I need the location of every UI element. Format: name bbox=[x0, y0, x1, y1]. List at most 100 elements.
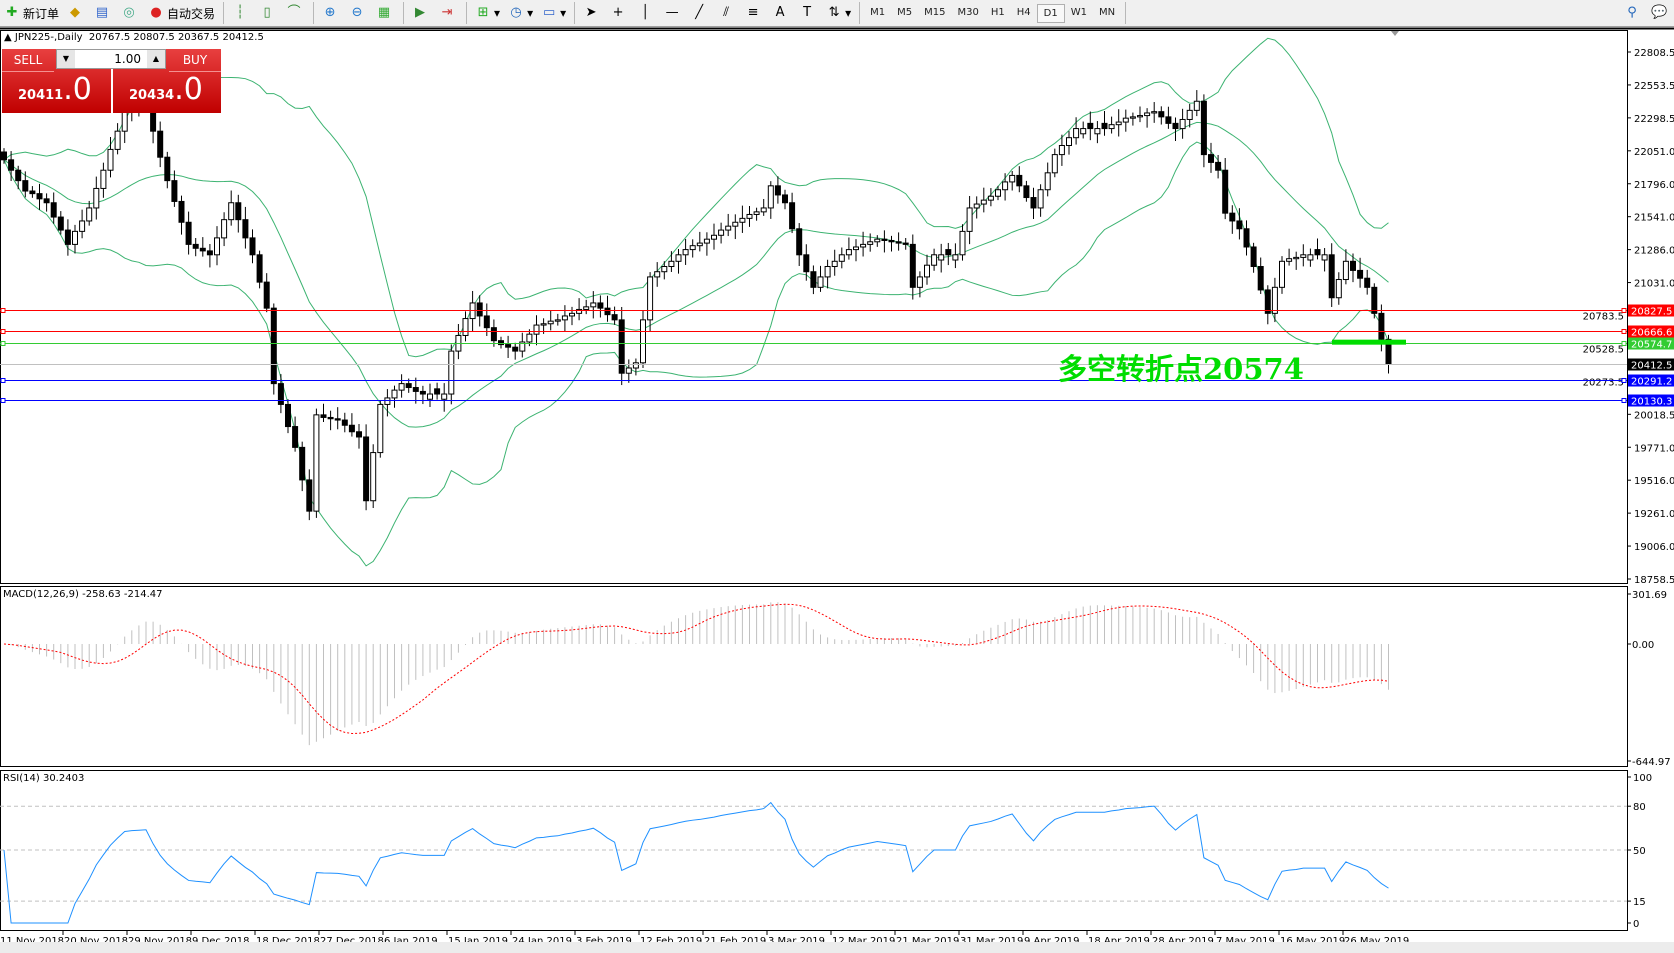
horizontal-line-button[interactable]: — bbox=[660, 1, 687, 25]
lot-increase-button[interactable]: ▲ bbox=[147, 50, 165, 68]
candle-bear bbox=[242, 219, 249, 239]
level-price-badge bbox=[1628, 374, 1674, 387]
candle-bear bbox=[334, 418, 341, 421]
sell-button[interactable]: SELL bbox=[2, 49, 54, 72]
timeframe-w1[interactable]: W1 bbox=[1070, 6, 1087, 18]
periods-button[interactable]: ◷ ▾ bbox=[504, 1, 537, 25]
candle-bull bbox=[370, 452, 377, 502]
timeframe-m5[interactable]: M5 bbox=[897, 6, 913, 18]
candle-bull bbox=[1279, 260, 1285, 288]
new-order-button[interactable]: ✚ 新订单 bbox=[0, 1, 63, 25]
macd-signal-line bbox=[3, 603, 1389, 735]
candle-bull bbox=[72, 230, 78, 245]
price-tick-label: 21541.0 bbox=[1634, 213, 1674, 224]
cursor-button[interactable]: ➤ bbox=[579, 1, 606, 25]
sell-price[interactable]: 20411.0 bbox=[18, 72, 92, 107]
navigator-button[interactable]: ▤ bbox=[90, 1, 117, 25]
candle-bear bbox=[1357, 269, 1364, 279]
market-watch-button[interactable]: ◆ bbox=[63, 1, 90, 25]
date-label: 29 Nov 2018 bbox=[128, 936, 192, 947]
main-pane[interactable] bbox=[0, 30, 1628, 584]
level-handle-left[interactable] bbox=[0, 308, 6, 313]
timeframe-m1[interactable]: M1 bbox=[870, 6, 886, 18]
horizontal-line-icon: — bbox=[665, 5, 679, 20]
lot-size-value[interactable]: 1.00 bbox=[114, 52, 141, 66]
candle-bull bbox=[1037, 189, 1044, 209]
cursor-icon: ➤ bbox=[585, 5, 597, 20]
timeframe-h4[interactable]: H4 bbox=[1016, 6, 1031, 18]
auto-scroll-button[interactable]: ▶ bbox=[408, 1, 435, 25]
zoom-out-button[interactable]: ⊖ bbox=[345, 1, 372, 25]
buy-button[interactable]: BUY bbox=[169, 49, 221, 72]
lot-decrease-button[interactable]: ▼ bbox=[57, 50, 75, 68]
candle-bull bbox=[867, 241, 874, 245]
chart-shift-button[interactable]: ⇥ bbox=[435, 1, 462, 25]
level-price-badge bbox=[1628, 394, 1674, 407]
buy-price[interactable]: 20434.0 bbox=[129, 72, 203, 107]
navigator-icon: ▤ bbox=[95, 5, 109, 20]
zoom-in-button[interactable]: ⊕ bbox=[318, 1, 345, 25]
line-chart-button[interactable]: ⌒ bbox=[282, 1, 309, 25]
level-handle-right[interactable] bbox=[1621, 341, 1627, 346]
date-label: 7 May 2019 bbox=[1216, 936, 1275, 947]
level-handle-left[interactable] bbox=[0, 378, 6, 383]
level-handle-left[interactable] bbox=[0, 329, 6, 334]
candle-bull bbox=[569, 312, 575, 317]
symbol-title: JPN225-,Daily bbox=[14, 32, 83, 43]
date-label: 20 Nov 2018 bbox=[64, 936, 128, 947]
crosshair-button[interactable]: + bbox=[606, 1, 633, 25]
text-button[interactable]: A bbox=[768, 1, 795, 25]
price-tick-label: 20273.5 bbox=[1583, 377, 1624, 388]
candle-bull bbox=[632, 362, 639, 369]
fibonacci-button[interactable]: ≡ bbox=[741, 1, 768, 25]
candle-bull bbox=[114, 130, 121, 150]
candlestick-button[interactable]: ▯ bbox=[255, 1, 282, 25]
arrows-button[interactable]: ⇅ ▾ bbox=[822, 1, 855, 25]
candle-bear bbox=[164, 156, 171, 182]
trendline-icon: ╱ bbox=[695, 5, 704, 20]
candle-bull bbox=[448, 350, 455, 395]
candle-bull bbox=[1151, 111, 1158, 114]
level-handle-right[interactable] bbox=[1621, 398, 1627, 403]
search-button[interactable]: ⚲ bbox=[1620, 1, 1647, 25]
templates-button[interactable]: ▭ ▾ bbox=[542, 5, 567, 20]
tile-windows-button[interactable]: ▦ bbox=[372, 1, 399, 25]
candle-bear bbox=[36, 193, 43, 200]
level-handle-right[interactable] bbox=[1621, 329, 1627, 334]
timeframe-m30[interactable]: M30 bbox=[957, 6, 979, 18]
timeframe-m15[interactable]: M15 bbox=[924, 6, 946, 18]
date-label: 27 Dec 2018 bbox=[320, 936, 384, 947]
signals-button[interactable]: ◎ bbox=[117, 1, 144, 25]
level-handle-left[interactable] bbox=[0, 341, 6, 346]
candle-bear bbox=[1264, 289, 1271, 314]
lot-size-stepper[interactable]: ▼ 1.00 ▲ bbox=[56, 49, 166, 69]
channel-button[interactable]: ⫽ bbox=[714, 1, 741, 25]
timeframe-h1[interactable]: H1 bbox=[990, 6, 1005, 18]
level-handle-left[interactable] bbox=[0, 398, 6, 403]
macd-pane[interactable] bbox=[0, 586, 1628, 767]
auto-trading-icon: ● bbox=[150, 5, 162, 20]
text-label-button[interactable]: T bbox=[795, 1, 822, 25]
candle-bull bbox=[583, 306, 590, 310]
date-label: 12 Feb 2019 bbox=[640, 936, 702, 947]
timeframe-mn[interactable]: MN bbox=[1098, 6, 1116, 18]
chat-button[interactable]: 💬 bbox=[1647, 1, 1674, 25]
level-handle-right[interactable] bbox=[1621, 308, 1627, 313]
candle-bull bbox=[526, 333, 533, 343]
candle-bear bbox=[192, 243, 199, 249]
level-price-label: 20130.3 bbox=[1631, 397, 1672, 408]
indicators-button[interactable]: ⊞ ▾ bbox=[471, 1, 504, 25]
candle-bear bbox=[1314, 249, 1321, 256]
timeframe-d1[interactable]: D1 bbox=[1036, 3, 1065, 23]
level-handle-right[interactable] bbox=[1621, 378, 1627, 383]
chart-shift-marker-icon[interactable] bbox=[1391, 31, 1399, 36]
price-tick-label: 21286.0 bbox=[1634, 246, 1674, 257]
candle-bull bbox=[853, 246, 859, 251]
auto-trading-button[interactable]: ● 自动交易 bbox=[144, 1, 219, 25]
vertical-line-button[interactable]: │ bbox=[633, 1, 660, 25]
bar-chart-button[interactable]: ┆ bbox=[228, 1, 255, 25]
candle-bull bbox=[228, 202, 235, 221]
price-tick-label: 19516.0 bbox=[1634, 476, 1674, 487]
trendline-button[interactable]: ╱ bbox=[687, 1, 714, 25]
